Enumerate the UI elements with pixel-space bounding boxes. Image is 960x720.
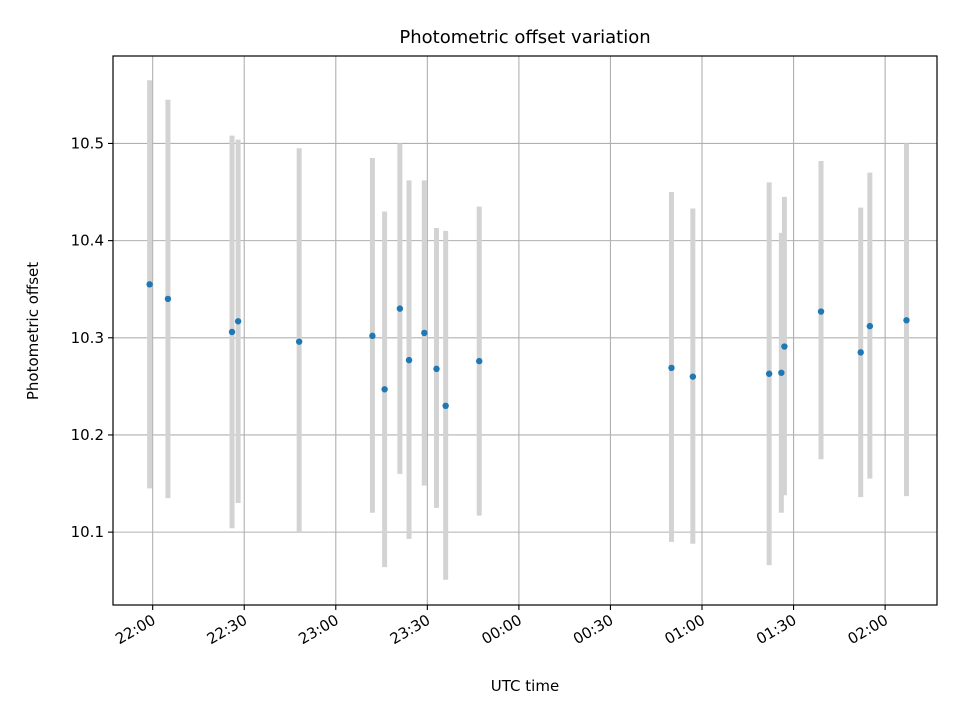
data-point <box>433 365 440 373</box>
data-point <box>421 329 428 337</box>
grid-lines <box>113 56 937 605</box>
y-tick-label: 10.5 <box>71 134 104 152</box>
y-tick-label: 10.2 <box>71 426 104 444</box>
data-point <box>476 357 483 365</box>
data-point <box>234 318 242 325</box>
data-point <box>857 349 864 356</box>
data-point <box>164 295 172 303</box>
data-points <box>146 281 910 410</box>
y-tick-label: 10.4 <box>71 232 104 250</box>
data-point <box>146 281 153 288</box>
y-tick-label: 10.1 <box>71 523 104 541</box>
chart-title: Photometric offset variation <box>399 27 650 48</box>
data-point <box>396 305 404 312</box>
data-point <box>765 370 773 377</box>
data-point <box>778 369 785 376</box>
data-point <box>668 364 675 372</box>
data-point <box>405 356 413 364</box>
data-point <box>381 386 388 393</box>
data-point <box>903 317 910 324</box>
y-axis-title: Photometric offset <box>24 262 42 400</box>
data-point <box>369 332 376 340</box>
data-point <box>442 402 449 410</box>
data-point <box>817 308 825 315</box>
data-point <box>781 343 788 350</box>
y-tick-label: 10.3 <box>71 329 104 347</box>
x-axis-title: UTC time <box>491 677 559 695</box>
data-point <box>689 373 697 380</box>
data-point <box>866 322 874 330</box>
data-point <box>295 338 303 345</box>
data-point <box>228 328 236 336</box>
plot-frame <box>112 55 938 606</box>
